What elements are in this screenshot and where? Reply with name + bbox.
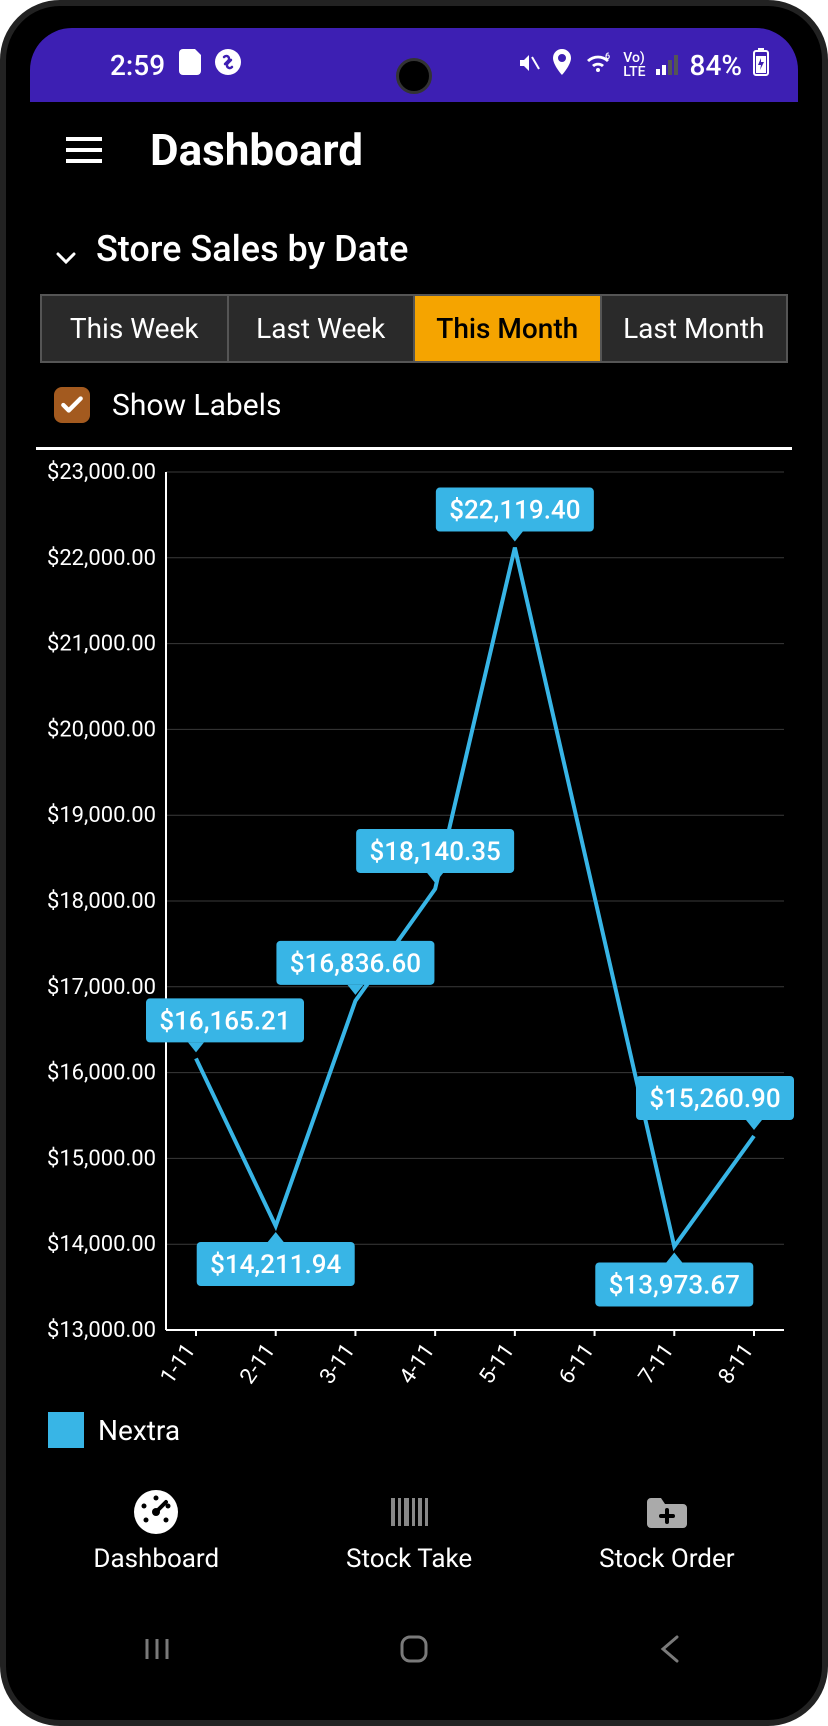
svg-text:$18,140.35: $18,140.35 [370,837,501,867]
section-header[interactable]: Store Sales by Date [30,198,798,294]
nav-stock-take[interactable]: Stock Take [346,1488,472,1574]
svg-text:$14,000.00: $14,000.00 [47,1232,156,1257]
svg-text:$17,000.00: $17,000.00 [47,975,156,1000]
svg-text:5-11: 5-11 [475,1339,520,1389]
svg-text:4-11: 4-11 [395,1339,440,1389]
shazam-icon [215,49,241,82]
svg-text:$22,119.40: $22,119.40 [449,496,580,526]
legend-swatch [48,1412,84,1448]
svg-text:$16,836.60: $16,836.60 [290,949,421,979]
nav-label: Stock Order [599,1544,734,1574]
svg-text:3-11: 3-11 [315,1339,360,1389]
folder-plus-icon [643,1488,691,1536]
mute-icon [517,49,541,82]
svg-text:$23,000.00: $23,000.00 [47,460,156,485]
volte-icon: Vo)LTE [623,51,645,79]
signal-icon [656,49,680,82]
page-title: Dashboard [150,124,363,176]
chart-legend: Nextra [30,1406,798,1456]
sales-chart: $13,000.00 $14,000.00 $15,000.00 $16,000.00… [30,454,798,1406]
tab-last-week[interactable]: Last Week [229,296,416,361]
recent-apps-button[interactable] [141,1633,173,1669]
svg-text:$13,973.67: $13,973.67 [609,1270,740,1300]
svg-text:$14,211.94: $14,211.94 [210,1250,341,1280]
svg-text:$13,000.00: $13,000.00 [47,1318,156,1343]
legend-series-name: Nextra [98,1414,180,1447]
section-title: Store Sales by Date [96,228,408,270]
sd-card-icon [179,49,201,82]
nav-label: Stock Take [346,1544,472,1574]
svg-text:2-11: 2-11 [235,1339,280,1389]
tab-last-month[interactable]: Last Month [602,296,787,361]
svg-text:$18,000.00: $18,000.00 [47,889,156,914]
back-button[interactable] [655,1633,687,1669]
svg-text:$21,000.00: $21,000.00 [47,632,156,657]
svg-text:$15,260.90: $15,260.90 [649,1084,780,1114]
svg-text:8-11: 8-11 [714,1339,759,1389]
svg-text:1-11: 1-11 [156,1339,201,1389]
location-icon [551,49,573,82]
camera-notch [396,58,432,94]
svg-text:$22,000.00: $22,000.00 [47,546,156,571]
chevron-down-icon [54,237,78,261]
svg-text:6: 6 [605,52,610,62]
show-labels-checkbox[interactable] [54,387,90,423]
svg-text:7-11: 7-11 [634,1339,679,1389]
svg-text:$19,000.00: $19,000.00 [47,803,156,828]
device-frame: 2:59 6 Vo)LTE [0,0,828,1726]
show-labels-label: Show Labels [112,388,281,423]
nav-dashboard[interactable]: Dashboard [93,1488,219,1574]
chart-svg: $13,000.00 $14,000.00 $15,000.00 $16,000.00… [30,454,798,1406]
battery-pct: 84% [690,49,742,82]
wifi-icon: 6 [583,49,613,82]
time-range-tabs: This Week Last Week This Month Last Mont… [40,294,788,363]
tab-this-week[interactable]: This Week [42,296,229,361]
nav-stock-order[interactable]: Stock Order [599,1488,734,1574]
svg-text:$15,000.00: $15,000.00 [47,1146,156,1171]
status-time: 2:59 [110,49,165,82]
svg-text:$20,000.00: $20,000.00 [47,717,156,742]
nav-label: Dashboard [93,1544,219,1574]
battery-icon [752,48,770,83]
app-bar: Dashboard [30,102,798,198]
tab-this-month[interactable]: This Month [415,296,602,361]
svg-text:$16,000.00: $16,000.00 [47,1061,156,1086]
show-labels-row: Show Labels [30,363,798,441]
menu-button[interactable] [58,129,110,171]
home-button[interactable] [396,1631,432,1671]
gauge-icon [132,1488,180,1536]
screen: 2:59 6 Vo)LTE [30,28,798,1696]
bottom-nav: Dashboard Stock Take Stock Order [30,1456,798,1606]
svg-text:6-11: 6-11 [554,1339,599,1389]
divider [36,447,792,450]
svg-text:$16,165.21: $16,165.21 [159,1006,290,1036]
barcode-icon [385,1488,433,1536]
android-soft-keys [30,1606,798,1696]
